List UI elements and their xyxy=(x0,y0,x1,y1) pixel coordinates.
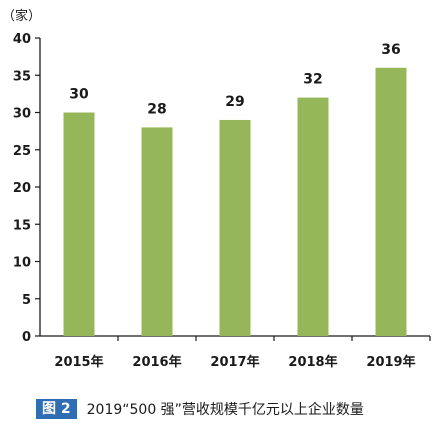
x-tick-label: 2015年 xyxy=(54,354,103,370)
y-tick-label: 0 xyxy=(22,330,31,345)
bar-chart: （家） 0 5 10 15 20 25 30 35 40 30 2015年 28 2016年 29 2017年… xyxy=(2,8,431,370)
y-tick-label: 35 xyxy=(13,69,31,84)
y-tick-label: 20 xyxy=(13,181,31,196)
figure-title: 2019“500 强”营收规模千亿元以上企业数量 xyxy=(86,402,364,418)
data-label: 32 xyxy=(303,72,322,88)
figure-caption: 图 2 2019“500 强”营收规模千亿元以上企业数量 xyxy=(36,398,364,420)
x-tick-label: 2016年 xyxy=(132,354,181,370)
x-tick-label: 2019年 xyxy=(366,354,415,370)
bar xyxy=(219,119,251,336)
y-axis-unit-label: （家） xyxy=(2,8,41,24)
data-label: 36 xyxy=(381,42,400,58)
data-label: 29 xyxy=(225,94,244,110)
bar xyxy=(63,112,95,336)
y-tick-label: 40 xyxy=(13,32,31,47)
y-tick-label: 30 xyxy=(13,107,31,122)
data-label: 30 xyxy=(69,87,89,103)
x-tick-label: 2017年 xyxy=(210,354,259,370)
y-tick-label: 5 xyxy=(22,293,31,308)
figure-number-badge: 图 2 xyxy=(36,399,77,419)
data-label: 28 xyxy=(147,101,166,117)
bar xyxy=(375,67,407,337)
y-tick-label: 15 xyxy=(13,218,31,233)
bar xyxy=(297,97,329,336)
bar xyxy=(141,127,173,337)
y-tick-label: 25 xyxy=(13,144,31,159)
x-tick-label: 2018年 xyxy=(288,354,337,370)
y-tick-label: 10 xyxy=(13,256,31,271)
